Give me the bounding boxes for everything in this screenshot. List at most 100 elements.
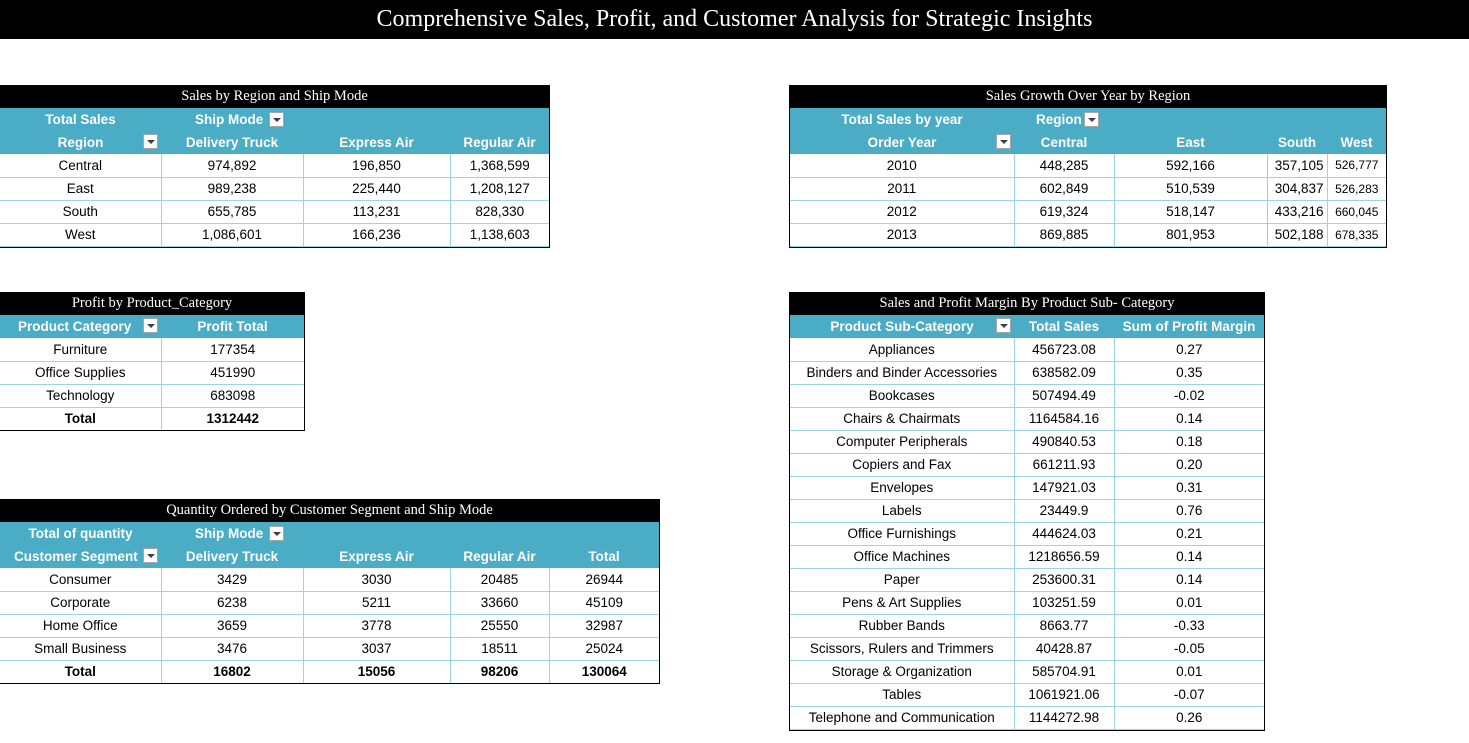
cell: 1164584.16 — [1014, 407, 1115, 431]
row-label: East — [0, 177, 162, 201]
filter-dropdown-icon[interactable] — [996, 318, 1011, 333]
cell: 1,208,127 — [450, 177, 550, 201]
col-field-header[interactable]: Ship Mode — [161, 522, 303, 545]
total-value: 15056 — [303, 659, 451, 683]
row-label: Telephone and Communication — [790, 706, 1015, 730]
table-row: 2011 602,849 510,539 304,837 526,283 — [790, 177, 1387, 201]
table-row: Technology 683098 — [0, 384, 305, 408]
cell: 518,147 — [1114, 200, 1268, 224]
row-label: Home Office — [0, 614, 162, 638]
total-value: 98206 — [450, 659, 550, 683]
cell: 253600.31 — [1014, 568, 1115, 592]
filter-dropdown-icon[interactable] — [143, 318, 158, 333]
cell: -0.05 — [1114, 637, 1265, 661]
table-row: Binders and Binder Accessories 638582.09 0… — [790, 361, 1265, 385]
cell: 18511 — [450, 637, 550, 661]
cell: 3659 — [161, 614, 304, 638]
row-label: Office Furnishings — [790, 522, 1015, 546]
table-row: Labels 23449.9 0.76 — [790, 499, 1265, 523]
cell: 526,283 — [1327, 177, 1387, 201]
table-row: Corporate 6238 5211 33660 45109 — [0, 591, 660, 615]
cell: 989,238 — [161, 177, 304, 201]
filter-dropdown-icon[interactable] — [143, 134, 158, 149]
table-row: Envelopes 147921.03 0.31 — [790, 476, 1265, 500]
row-label: Chairs & Chairmats — [790, 407, 1015, 431]
cell: 33660 — [450, 591, 550, 615]
filter-dropdown-icon[interactable] — [996, 134, 1011, 149]
pivot-title: Quantity Ordered by Customer Segment and… — [0, 499, 660, 522]
cell: 510,539 — [1114, 177, 1268, 201]
cell: 1,086,601 — [161, 223, 304, 247]
row-label: Appliances — [790, 338, 1015, 362]
column-header: East — [1114, 131, 1267, 154]
row-label: Labels — [790, 499, 1015, 523]
cell: 974,892 — [161, 154, 304, 178]
cell: 0.14 — [1114, 568, 1265, 592]
corner-label: Total Sales — [0, 108, 161, 131]
cell: 0.21 — [1114, 522, 1265, 546]
row-label: Corporate — [0, 591, 162, 615]
cell: 5211 — [303, 591, 451, 615]
column-header: Profit Total — [161, 315, 305, 338]
row-field-header[interactable]: Product Category — [0, 315, 161, 338]
row-field-header[interactable]: Order Year — [790, 131, 1014, 154]
table-row: Computer Peripherals 490840.53 0.18 — [790, 430, 1265, 454]
cell: 456723.08 — [1014, 338, 1115, 362]
row-label: South — [0, 200, 162, 224]
row-field-header[interactable]: Product Sub-Category — [790, 315, 1014, 338]
total-row: Total 1312442 — [0, 406, 305, 430]
table-row: Telephone and Communication 1144272.98 0.2… — [790, 706, 1265, 730]
cell: 660,045 — [1327, 200, 1387, 224]
column-header: Express Air — [303, 545, 450, 568]
row-label: Small Business — [0, 637, 162, 661]
filter-dropdown-icon[interactable] — [269, 526, 285, 542]
row-field-header[interactable]: Customer Segment — [0, 545, 161, 568]
filter-dropdown-icon[interactable] — [143, 548, 158, 563]
cell: 490840.53 — [1014, 430, 1115, 454]
table-row: Office Machines 1218656.59 0.14 — [790, 545, 1265, 569]
filter-dropdown-icon[interactable] — [269, 112, 285, 128]
cell: 0.01 — [1114, 591, 1265, 615]
cell: -0.33 — [1114, 614, 1265, 638]
cell: 3037 — [303, 637, 451, 661]
row-label: 2013 — [790, 223, 1015, 247]
cell: 40428.87 — [1014, 637, 1115, 661]
cell: -0.07 — [1114, 683, 1265, 707]
cell: 585704.91 — [1014, 660, 1115, 684]
row-label: Paper — [790, 568, 1015, 592]
cell: 661211.93 — [1014, 453, 1115, 477]
corner-label: Total Sales by year — [790, 108, 1014, 131]
table-row: Scissors, Rulers and Trimmers 40428.87 -0.… — [790, 637, 1265, 661]
table-row: Storage & Organization 585704.91 0.01 — [790, 660, 1265, 684]
pivot-profit-by-category: Profit by Product_Category Product Categ… — [0, 292, 305, 431]
cell: 25024 — [549, 637, 660, 661]
table-row: 2010 448,285 592,166 357,105 526,777 — [790, 154, 1387, 178]
table-row: Bookcases 507494.49 -0.02 — [790, 384, 1265, 408]
cell: 26944 — [549, 568, 660, 592]
table-row: Central 974,892 196,850 1,368,599 — [0, 154, 550, 178]
cell: 6238 — [161, 591, 304, 615]
col-field-header[interactable]: Ship Mode — [161, 108, 303, 131]
table-row: 2012 619,324 518,147 433,216 660,045 — [790, 200, 1387, 224]
cell: 357,105 — [1267, 154, 1328, 178]
corner-label: Total of quantity — [0, 522, 161, 545]
row-field-header[interactable]: Region — [0, 131, 161, 154]
cell: 23449.9 — [1014, 499, 1115, 523]
total-value: 130064 — [549, 659, 660, 683]
table-row: Furniture 177354 — [0, 338, 305, 362]
total-label: Total — [0, 406, 162, 430]
cell: 3476 — [161, 637, 304, 661]
total-row: Total 16802 15056 98206 130064 — [0, 659, 660, 683]
row-label: Office Supplies — [0, 361, 162, 385]
pivot-subcategory-sales-margin: Sales and Profit Margin By Product Sub- … — [789, 292, 1265, 731]
cell: 1,368,599 — [450, 154, 550, 178]
pivot-title: Sales and Profit Margin By Product Sub- … — [790, 292, 1265, 315]
table-row: Paper 253600.31 0.14 — [790, 568, 1265, 592]
filter-dropdown-icon[interactable] — [1083, 112, 1099, 128]
row-label: Technology — [0, 384, 162, 408]
table-row: Tables 1061921.06 -0.07 — [790, 683, 1265, 707]
cell: 177354 — [161, 338, 305, 362]
cell: 0.26 — [1114, 706, 1265, 730]
col-field-header[interactable]: Region — [1014, 108, 1114, 131]
table-row: East 989,238 225,440 1,208,127 — [0, 177, 550, 201]
